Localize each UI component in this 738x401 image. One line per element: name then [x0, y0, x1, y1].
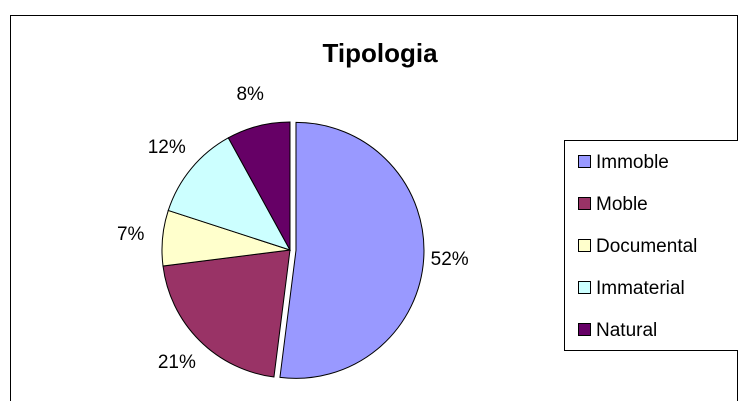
legend-swatch: [578, 281, 591, 294]
pie-slice: [227, 121, 291, 251]
data-label: 8%: [236, 84, 264, 105]
data-label: 52%: [431, 249, 469, 270]
data-label: 21%: [158, 352, 196, 373]
legend-label: Immaterial: [596, 278, 685, 299]
pie-slice: [279, 121, 425, 379]
legend-box: [564, 140, 738, 351]
legend-swatch: [578, 323, 591, 336]
legend-swatch: [578, 155, 591, 168]
data-label: 7%: [117, 224, 145, 245]
legend-label: Moble: [596, 194, 648, 215]
legend-label: Immoble: [596, 152, 669, 173]
chart-title: Tipologia: [322, 38, 438, 68]
legend-swatch: [578, 197, 591, 210]
pie-slice: [167, 137, 292, 251]
pie-slice: [162, 249, 291, 378]
legend-label: Natural: [596, 320, 657, 341]
data-label: 12%: [148, 137, 186, 158]
legend-swatch: [578, 239, 591, 252]
legend-label: Documental: [596, 236, 697, 257]
